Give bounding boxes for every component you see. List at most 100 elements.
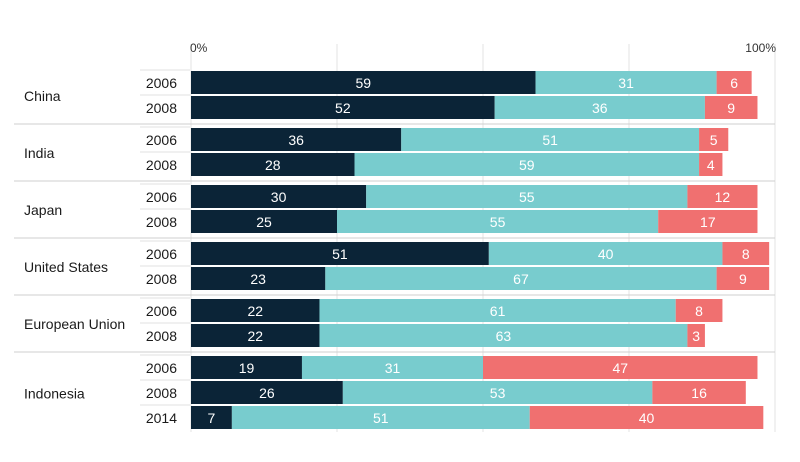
row-year-label: 2006 [146, 132, 177, 148]
bar-value-label: 55 [490, 214, 506, 230]
bar-segment [488, 242, 723, 265]
bar-segment [366, 185, 688, 208]
bar-segment [325, 267, 717, 290]
row-year-label: 2006 [146, 303, 177, 319]
bar-segment [658, 210, 758, 233]
row-year-label: 2008 [146, 328, 177, 344]
bar-value-label: 22 [247, 328, 263, 344]
bar-segment [401, 128, 700, 151]
bar-value-label: 30 [271, 189, 287, 205]
bar-segment [191, 356, 302, 379]
group-label: United States [24, 259, 108, 275]
row-year-label: 2006 [146, 360, 177, 376]
bar-segment [337, 210, 659, 233]
bar-segment [191, 71, 536, 94]
bar-segment [687, 324, 705, 347]
bar-segment [191, 96, 495, 119]
bar-segment [704, 96, 758, 119]
group-label: Indonesia [24, 386, 85, 402]
row-year-label: 2008 [146, 100, 177, 116]
bar-segment [191, 381, 343, 404]
bar-segment [483, 356, 758, 379]
bar-segment [716, 267, 770, 290]
bar-segment [699, 128, 729, 151]
row-year-label: 2006 [146, 246, 177, 262]
bar-value-label: 16 [691, 385, 707, 401]
bar-segment [231, 406, 530, 429]
bar-value-label: 63 [496, 328, 512, 344]
bar-value-label: 40 [639, 410, 655, 426]
bar-value-label: 22 [247, 303, 263, 319]
bar-segment [699, 153, 723, 176]
bar-segment [191, 128, 402, 151]
bar-value-label: 19 [239, 360, 255, 376]
bar-segment [191, 153, 355, 176]
bar-value-label: 51 [332, 246, 348, 262]
row-year-label: 2008 [146, 271, 177, 287]
bar-value-label: 51 [542, 132, 558, 148]
group-label: India [24, 145, 55, 161]
bar-value-label: 59 [355, 75, 371, 91]
bar-segment [529, 406, 764, 429]
bar-value-label: 61 [490, 303, 506, 319]
bar-value-label: 4 [707, 157, 715, 173]
bar-value-label: 31 [385, 360, 401, 376]
x-tick-label: 100% [745, 41, 776, 55]
row-year-label: 2008 [146, 157, 177, 173]
bar-segment [652, 381, 746, 404]
bar-value-label: 55 [519, 189, 535, 205]
row-year-label: 2014 [146, 410, 177, 426]
bar-value-label: 8 [695, 303, 703, 319]
bar-value-label: 53 [490, 385, 506, 401]
bar-segment [722, 242, 770, 265]
bar-value-label: 7 [208, 410, 216, 426]
bar-segment [191, 267, 326, 290]
bar-value-label: 36 [288, 132, 304, 148]
bar-value-label: 25 [256, 214, 272, 230]
bar-value-label: 12 [715, 189, 731, 205]
bar-segment [319, 299, 676, 322]
bar-value-label: 3 [692, 328, 700, 344]
bar-segment [535, 71, 717, 94]
bar-value-label: 31 [618, 75, 634, 91]
bar-value-label: 36 [592, 100, 608, 116]
row-year-label: 2008 [146, 214, 177, 230]
bar-segment [191, 210, 337, 233]
bar-segment [687, 185, 758, 208]
bar-segment [675, 299, 723, 322]
bar-segment [354, 153, 700, 176]
x-tick-label: 0% [190, 41, 208, 55]
group-label: China [24, 88, 61, 104]
bar-segment [301, 356, 483, 379]
bar-segment [191, 406, 232, 429]
bar-value-label: 26 [259, 385, 275, 401]
bar-segment [191, 185, 367, 208]
bar-segment [191, 242, 489, 265]
bar-value-label: 67 [513, 271, 529, 287]
group-label: Japan [24, 202, 62, 218]
bar-segment [342, 381, 653, 404]
bar-value-label: 28 [265, 157, 281, 173]
group-label: European Union [24, 316, 125, 332]
bar-value-label: 6 [730, 75, 738, 91]
bar-segment [716, 71, 752, 94]
bar-segment [494, 96, 705, 119]
row-year-label: 2008 [146, 385, 177, 401]
bar-value-label: 8 [742, 246, 750, 262]
bar-value-label: 52 [335, 100, 351, 116]
bar-segment [319, 324, 688, 347]
bar-value-label: 47 [612, 360, 628, 376]
row-year-label: 2006 [146, 189, 177, 205]
bar-segment [191, 299, 320, 322]
row-year-label: 2006 [146, 75, 177, 91]
bar-value-label: 59 [519, 157, 535, 173]
bar-value-label: 23 [250, 271, 266, 287]
bar-segment [191, 324, 320, 347]
bar-value-label: 9 [727, 100, 735, 116]
bar-value-label: 5 [710, 132, 718, 148]
bar-value-label: 9 [739, 271, 747, 287]
bar-value-label: 17 [700, 214, 716, 230]
bar-value-label: 40 [598, 246, 614, 262]
bar-value-label: 51 [373, 410, 389, 426]
